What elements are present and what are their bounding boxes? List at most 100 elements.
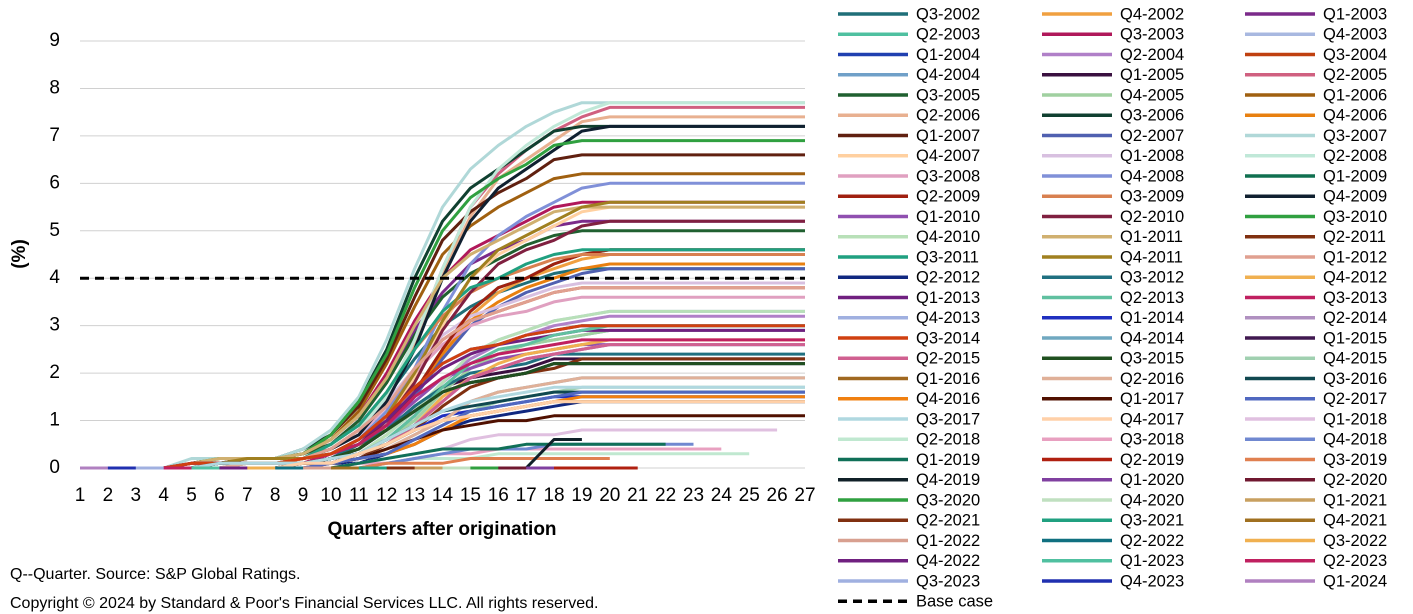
x-tick-label: 21 [627,485,648,506]
legend-label: Q1-2012 [1323,248,1387,266]
legend-label: Q1-2022 [916,532,980,550]
legend-label: Q4-2002 [1120,5,1184,23]
legend-label: Q2-2018 [916,431,980,449]
legend-label: Q4-2022 [916,552,980,570]
legend-label: Q4-2019 [916,471,980,489]
legend-label: Q4-2005 [1120,86,1184,104]
x-tick-label: 5 [186,485,197,506]
legend-label: Q1-2013 [916,289,980,307]
legend-label: Q3-2004 [1323,46,1387,64]
legend-label: Q4-2016 [916,390,980,408]
legend-label: Q4-2020 [1120,491,1184,509]
legend-label: Q3-2005 [916,86,980,104]
x-tick-label: 6 [214,485,225,506]
y-tick-label: 2 [49,362,60,383]
legend-label: Q3-2006 [1120,107,1184,125]
legend-label: Q3-2020 [916,491,980,509]
legend-label: Q4-2004 [916,66,980,84]
y-axis-label: (%) [9,239,30,269]
legend-label: Q4-2003 [1323,26,1387,44]
legend-label: Q2-2011 [1323,228,1386,246]
legend-label: Q1-2016 [916,370,980,388]
series-line [80,101,805,470]
legend-label: Q2-2004 [1120,46,1184,64]
legend-label: Q1-2021 [1323,491,1387,509]
legend-label: Q1-2014 [1120,309,1184,327]
source-note: Q--Quarter. Source: S&P Global Ratings. [10,566,301,583]
legend-label: Q4-2009 [1323,188,1387,206]
legend-label: Q1-2007 [916,127,980,145]
legend-label: Q2-2016 [1120,370,1184,388]
legend-label: Q3-2023 [916,572,980,590]
legend-label: Q2-2015 [916,350,980,368]
x-axis-label: Quarters after origination [327,519,556,540]
legend-label: Q3-2007 [1323,127,1387,145]
y-tick-label: 1 [49,410,60,431]
legend-label: Q4-2021 [1323,512,1387,530]
legend-label: Q4-2007 [916,147,980,165]
legend-label: Q2-2007 [1120,127,1184,145]
x-tick-label: 14 [432,485,454,506]
y-tick-label: 4 [49,267,60,288]
y-tick-label: 7 [49,125,60,146]
legend-label: Q2-2017 [1323,390,1387,408]
legend-label: Q1-2018 [1323,410,1387,428]
legend-label: Q3-2018 [1120,431,1184,449]
legend-label: Q2-2013 [1120,289,1184,307]
legend-label: Q4-2006 [1323,107,1387,125]
x-tick-label: 2 [103,485,114,506]
legend-label: Q2-2021 [916,512,980,530]
legend-label: Q1-2010 [916,208,980,226]
legend-label: Q1-2003 [1323,5,1387,23]
series-line [80,385,805,470]
legend-label: Q3-2021 [1120,512,1184,530]
series-line [80,357,805,470]
y-tick-label: 8 [49,77,60,98]
legend-label: Q3-2002 [916,5,980,23]
legend-label: Q3-2013 [1323,289,1387,307]
legend-label: Q4-2023 [1120,572,1184,590]
series-line [80,357,805,470]
legend-label: Q1-2020 [1120,471,1184,489]
legend-label: Q3-2010 [1323,208,1387,226]
legend-label: Q1-2017 [1120,390,1184,408]
x-tick-label: 12 [376,485,397,506]
legend-label: Q4-2014 [1120,329,1184,347]
legend-label: Q3-2016 [1323,370,1387,388]
x-tick-label: 24 [711,485,733,506]
legend-label: Q2-2009 [916,188,980,206]
x-tick-label: 27 [794,485,815,506]
y-tick-label: 3 [49,315,60,336]
legend-label: Q1-2004 [916,46,980,64]
legend-label: Q3-2017 [916,410,980,428]
x-tick-label: 1 [75,485,86,506]
legend-label: Q4-2018 [1323,431,1387,449]
legend-label: Q3-2014 [916,329,980,347]
x-tick-label: 20 [599,485,620,506]
legend-label: Q3-2015 [1120,350,1184,368]
y-tick-label: 6 [49,172,60,193]
legend-label: Q2-2010 [1120,208,1184,226]
legend-label: Q1-2009 [1323,167,1387,185]
legend-label: Q4-2013 [916,309,980,327]
legend-label: Q4-2015 [1323,350,1387,368]
legend-label: Q3-2009 [1120,188,1184,206]
x-tick-label: 23 [683,485,704,506]
legend-label: Q3-2019 [1323,451,1387,469]
y-tick-label: 0 [49,457,60,478]
series-line [80,101,805,470]
legend-label: Q1-2023 [1120,552,1184,570]
y-tick-label: 9 [49,30,60,51]
legend-label: Q2-2005 [1323,66,1387,84]
series-line [80,324,805,470]
x-tick-label: 8 [270,485,281,506]
copyright-note: Copyright © 2024 by Standard & Poor's Fi… [10,595,598,612]
legend-label: Q2-2012 [916,269,980,287]
x-tick-label: 7 [242,485,253,506]
x-tick-label: 13 [404,485,425,506]
legend-label: Q2-2019 [1120,451,1184,469]
legend-label: Q1-2005 [1120,66,1184,84]
x-tick-label: 15 [460,485,481,506]
x-tick-label: 11 [349,485,369,506]
legend-label: Q3-2022 [1323,532,1387,550]
